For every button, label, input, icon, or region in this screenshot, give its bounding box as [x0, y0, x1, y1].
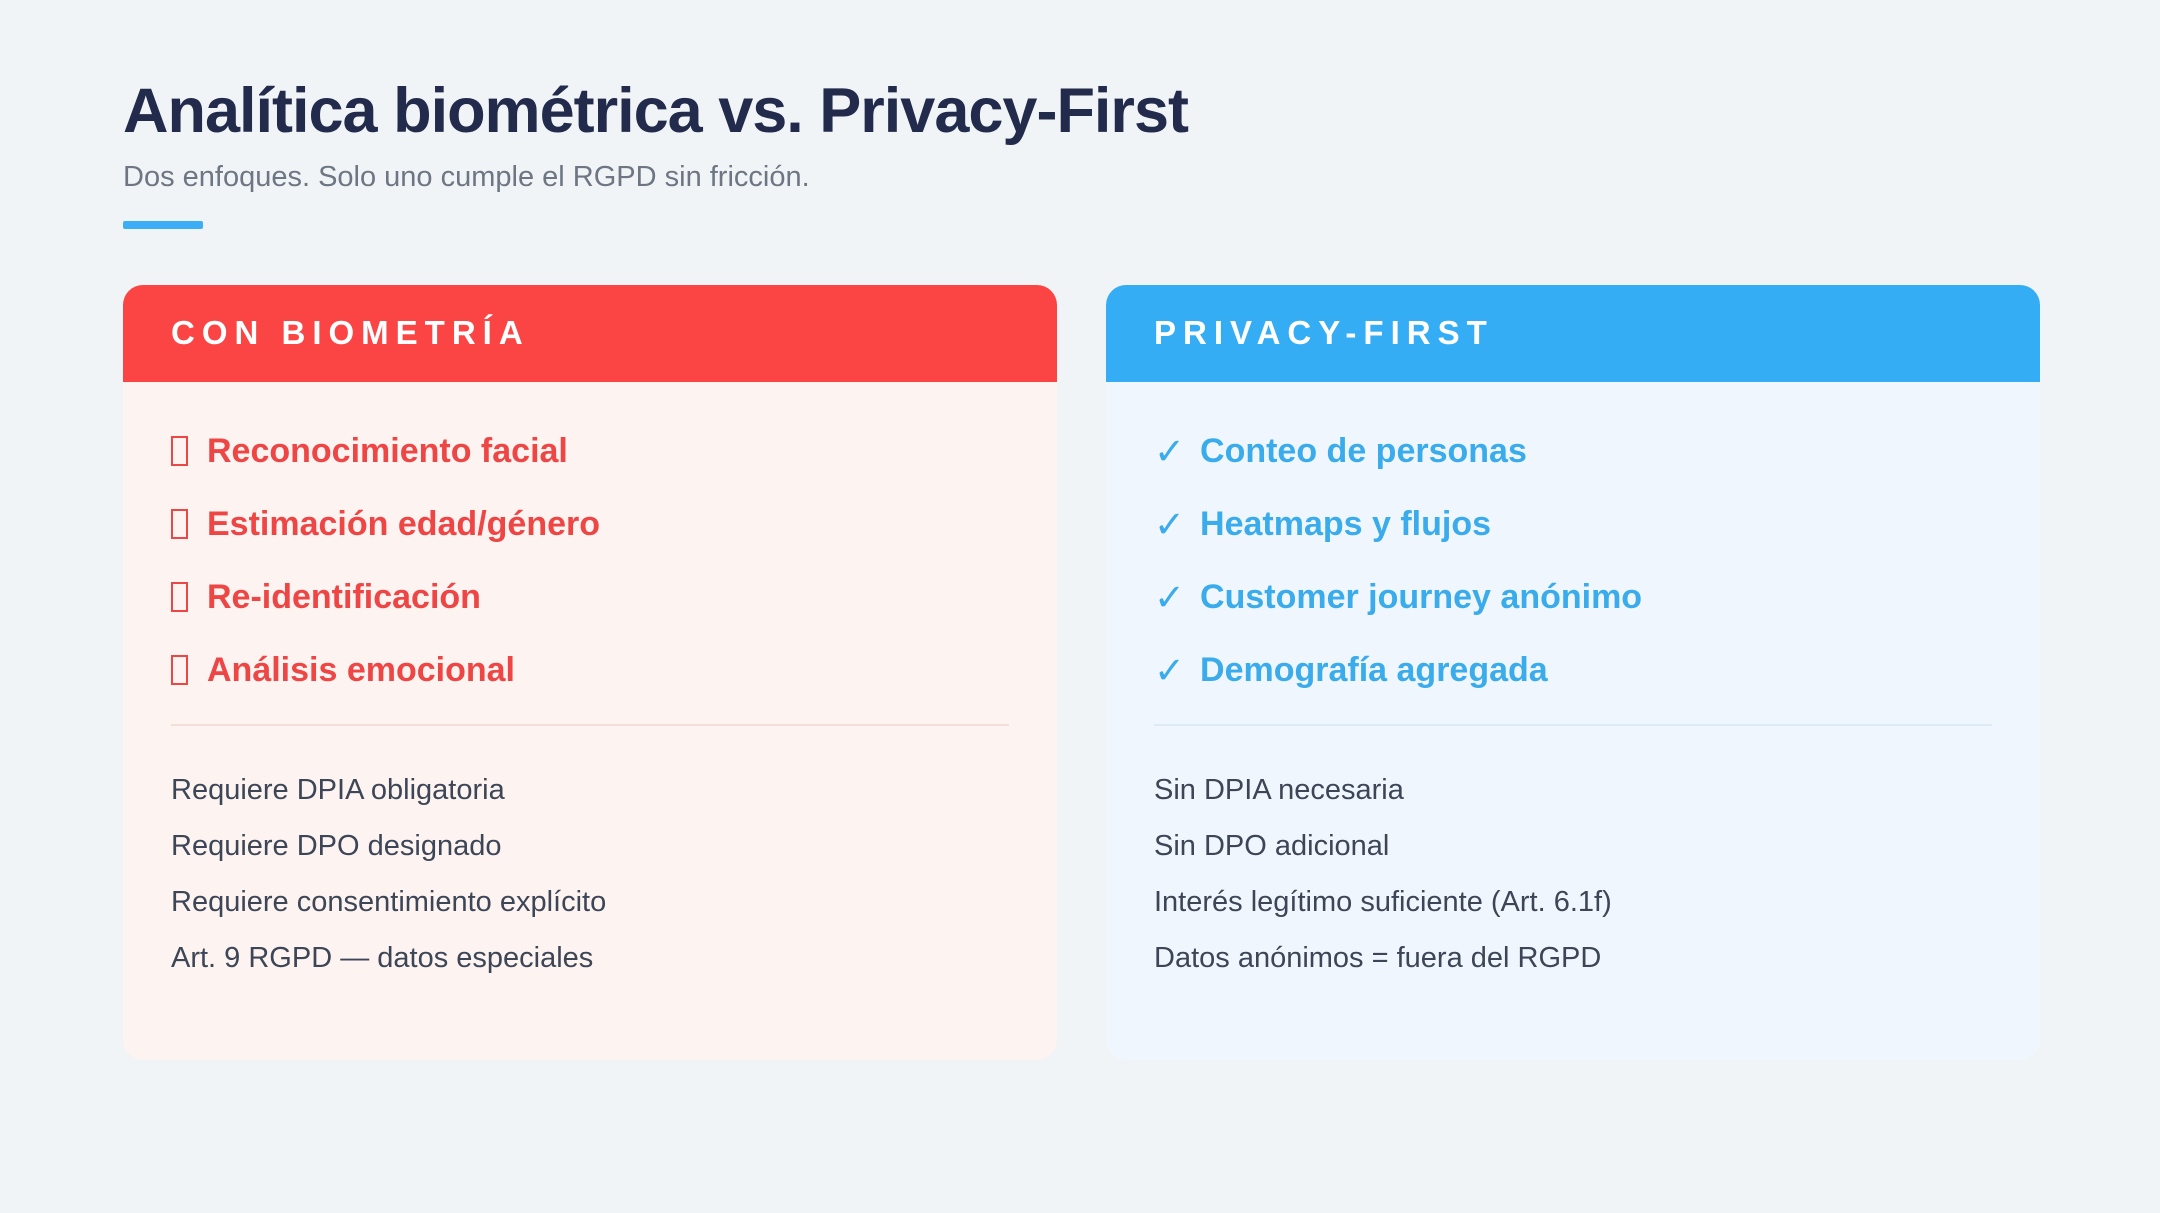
notes-biometria: Requiere DPIA obligatoria Requiere DPO d…	[171, 762, 1009, 986]
feature-label: Heatmaps y flujos	[1200, 504, 1491, 543]
missing-glyph-icon	[171, 436, 188, 467]
check-icon: ✓	[1154, 429, 1186, 473]
check-icon: ✓	[1154, 502, 1186, 546]
card-header-label: PRIVACY-FIRST	[1154, 314, 1494, 352]
list-item: ✓ Customer journey anónimo	[1154, 577, 1992, 618]
list-item: Estimación edad/género	[171, 504, 1009, 545]
notes-privacy: Sin DPIA necesaria Sin DPO adicional Int…	[1154, 762, 1992, 986]
feature-label: Conteo de personas	[1200, 431, 1527, 470]
note-line: Art. 9 RGPD — datos especiales	[171, 941, 594, 974]
feature-label: Customer journey anónimo	[1200, 577, 1643, 616]
feature-label: Reconocimiento facial	[207, 431, 568, 470]
card-header-privacy-first: PRIVACY-FIRST	[1106, 284, 2040, 382]
feature-list-biometria: Reconocimiento facial Estimación edad/gé…	[171, 431, 1009, 691]
check-icon: ✓	[1154, 648, 1186, 692]
card-privacy-first: PRIVACY-FIRST ✓ Conteo de personas ✓ Hea…	[1106, 284, 2040, 1060]
list-item: Análisis emocional	[171, 650, 1009, 691]
note-line: Sin DPIA necesaria	[1154, 773, 1404, 806]
note-line: Sin DPO adicional	[1154, 829, 1390, 862]
list-item: ✓ Heatmaps y flujos	[1154, 504, 1992, 545]
accent-underline	[123, 220, 203, 229]
note-line: Requiere DPO designado	[171, 829, 502, 862]
list-item: ✓ Conteo de personas	[1154, 431, 1992, 472]
page-subtitle: Dos enfoques. Solo uno cumple el RGPD si…	[123, 160, 810, 193]
card-body-privacy-first: ✓ Conteo de personas ✓ Heatmaps y flujos…	[1106, 381, 2040, 1060]
divider	[171, 723, 1009, 726]
check-icon: ✓	[1154, 575, 1186, 619]
list-item: Reconocimiento facial	[171, 431, 1009, 472]
note-line: Interés legítimo suficiente (Art. 6.1f)	[1154, 885, 1612, 918]
note-line: Requiere DPIA obligatoria	[171, 773, 505, 806]
page-title: Analítica biométrica vs. Privacy-First	[123, 76, 1189, 146]
card-header-label: CON BIOMETRÍA	[171, 314, 530, 352]
list-item: Re-identificación	[171, 577, 1009, 618]
comparison-cards: CON BIOMETRÍA Reconocimiento facial Esti…	[123, 284, 2040, 1060]
feature-label: Re-identificación	[207, 577, 481, 616]
note-line: Datos anónimos = fuera del RGPD	[1154, 941, 1602, 974]
feature-label: Estimación edad/género	[207, 504, 600, 543]
missing-glyph-icon	[171, 582, 188, 613]
feature-label: Demografía agregada	[1200, 650, 1548, 689]
page: Analítica biométrica vs. Privacy-First D…	[0, 76, 2160, 1060]
missing-glyph-icon	[171, 655, 188, 686]
card-con-biometria: CON BIOMETRÍA Reconocimiento facial Esti…	[123, 284, 1057, 1060]
feature-list-privacy: ✓ Conteo de personas ✓ Heatmaps y flujos…	[1154, 431, 1992, 691]
list-item: ✓ Demografía agregada	[1154, 650, 1992, 691]
note-line: Requiere consentimiento explícito	[171, 885, 607, 918]
divider	[1154, 723, 1992, 726]
feature-label: Análisis emocional	[207, 650, 515, 689]
card-header-con-biometria: CON BIOMETRÍA	[123, 284, 1057, 382]
missing-glyph-icon	[171, 509, 188, 540]
card-body-con-biometria: Reconocimiento facial Estimación edad/gé…	[123, 381, 1057, 1060]
